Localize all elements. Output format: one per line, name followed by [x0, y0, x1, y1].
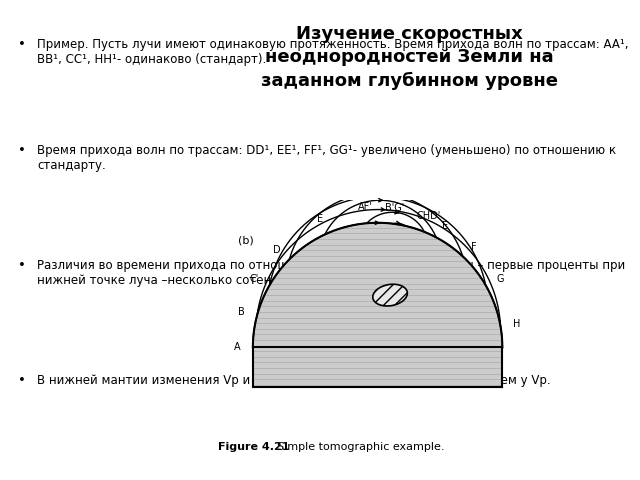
Text: E: E	[442, 221, 448, 231]
Text: B'G': B'G'	[385, 203, 404, 213]
Text: B: B	[238, 307, 245, 317]
Text: Время прихода волн по трассам: DD¹, EE¹, FF¹, GG¹- увеличено (уменьшено) по отно: Время прихода волн по трассам: DD¹, EE¹,…	[37, 144, 616, 172]
Text: В нижней мантии изменения Vp и Vs - менее 1%. У  Vs различия больше чем у Vp.: В нижней мантии изменения Vp и Vs - мене…	[37, 374, 551, 387]
Text: •: •	[18, 38, 26, 51]
Text: F: F	[471, 242, 477, 252]
Text: D: D	[273, 245, 280, 255]
Text: •: •	[18, 144, 26, 157]
Text: AF': AF'	[358, 202, 373, 212]
Text: G: G	[497, 274, 504, 284]
Text: CHD': CHD'	[417, 211, 441, 221]
Text: A: A	[234, 343, 241, 352]
Text: C': C'	[250, 274, 259, 284]
Polygon shape	[253, 223, 502, 387]
Text: E: E	[317, 214, 323, 224]
Text: •: •	[18, 259, 26, 272]
Text: •: •	[18, 374, 26, 387]
Text: (b): (b)	[238, 235, 253, 245]
Ellipse shape	[372, 284, 408, 306]
Text: Simple tomographic example.: Simple tomographic example.	[270, 442, 445, 452]
Text: Различия во времени прихода по отношению к стандарту таких волн – первые процент: Различия во времени прихода по отношению…	[37, 259, 626, 287]
Text: Пример. Пусть лучи имеют одинаковую протяженность. Время прихода волн по трассам: Пример. Пусть лучи имеют одинаковую прот…	[37, 38, 629, 66]
Text: Изучение скоростных
неоднородностей Земли на
заданном глубинном уровне: Изучение скоростных неоднородностей Земл…	[261, 25, 558, 90]
Text: Figure 4.21: Figure 4.21	[218, 442, 289, 452]
Text: H: H	[513, 319, 520, 329]
